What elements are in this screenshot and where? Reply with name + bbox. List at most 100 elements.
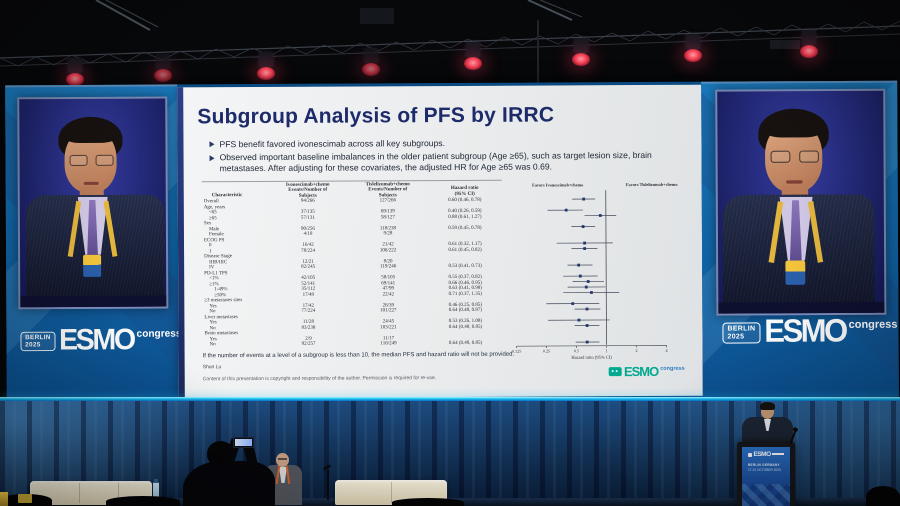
arm2-events: 58/127 xyxy=(380,214,395,220)
podium: ESMO BERLIN GERMANY 17-21 OCTOBER 2025 xyxy=(737,430,796,506)
svg-text:0.5: 0.5 xyxy=(574,348,579,353)
light-fixture-body xyxy=(156,54,170,69)
arm1-events: 92/257 xyxy=(301,341,316,347)
svg-text:2: 2 xyxy=(636,348,638,353)
screen-edge-light xyxy=(0,397,900,401)
hazard-ratio-text: 0.88 (0.61, 1.27) xyxy=(448,214,482,220)
stage-light-red xyxy=(152,54,174,82)
favors-right-label: Favors Tislelizumab+chemo xyxy=(626,182,678,187)
podium-front-panel: ESMO BERLIN GERMANY 17-21 OCTOBER 2025 xyxy=(742,447,790,506)
red-light-lens xyxy=(800,45,818,58)
glasses xyxy=(770,150,819,163)
berlin-2025-badge: BERLIN 2025 xyxy=(722,322,761,344)
stage-light-red xyxy=(570,38,592,66)
water-bottle xyxy=(153,479,159,499)
presenter-hair xyxy=(760,402,775,410)
esmo-wordmark: ESMO xyxy=(764,312,846,350)
slide-accent-bar xyxy=(177,87,185,399)
arm2-events: 9/28 xyxy=(383,231,393,237)
esmo-chip-icon xyxy=(748,453,752,457)
congress-label: congress xyxy=(848,318,898,331)
hazard-ratio-text: 0.60 (0.46, 0.78) xyxy=(448,197,482,204)
subgroup-table-and-forest: Characteristic Ivonescimab+chemo Events/… xyxy=(201,179,697,368)
table-header-row: Characteristic Ivonescimab+chemo Events/… xyxy=(202,181,502,200)
screen-right-panel: BERLIN 2025 ESMO congress xyxy=(701,80,899,398)
arm1-events: 77/224 xyxy=(301,308,316,314)
panelist-shirt xyxy=(279,467,287,483)
bullet-arrow-icon xyxy=(209,154,215,161)
berlin-2025-badge: BERLIN 2025 xyxy=(20,331,56,352)
congress-label: congress xyxy=(136,328,182,340)
esmo-congress-logo: BERLIN 2025 ESMO congress xyxy=(20,322,182,356)
ceiling-rig xyxy=(0,0,900,100)
light-fixture-body xyxy=(466,42,480,57)
phone-screen xyxy=(235,439,252,446)
presentation-slide: Subgroup Analysis of PFS by IRRC PFS ben… xyxy=(177,84,703,399)
arm2-events: 106/222 xyxy=(379,247,397,253)
svg-text:0.25: 0.25 xyxy=(543,348,550,353)
esmo-wordmark: ESMO xyxy=(623,363,659,380)
col-arm1: Ivonescimab+chemo Events/Number of Subje… xyxy=(285,182,330,199)
speaker-portrait xyxy=(19,98,168,310)
bullet-text: PFS benefit favored ivonescimab across a… xyxy=(219,138,445,150)
speaker-hair-fringe xyxy=(764,117,823,138)
red-light-lens xyxy=(572,53,590,66)
red-light-lens xyxy=(154,69,172,82)
audience-head-silhouette xyxy=(392,498,464,506)
copyright-line: Content of this presentation is copyrigh… xyxy=(202,375,437,383)
podium-dates: 17-21 OCTOBER 2025 xyxy=(748,468,781,472)
speaker-portrait xyxy=(715,89,881,316)
stage-light-red xyxy=(360,48,382,76)
light-fixture-body xyxy=(259,52,273,67)
screen-left-panel: BERLIN 2025 ESMO congress xyxy=(5,84,182,402)
glasses xyxy=(69,154,114,167)
author-name: Shun Lu xyxy=(202,364,222,371)
arm2-events: 116/249 xyxy=(380,341,397,347)
light-fixture-body xyxy=(364,48,378,63)
logo-bar xyxy=(772,453,785,455)
congress-label: congress xyxy=(660,365,685,372)
hazard-ratio-text xyxy=(428,231,502,237)
forest-axis-label: Hazard ratio (95% CI) xyxy=(571,355,612,360)
esmo-green-chip-icon xyxy=(608,367,622,377)
red-light-lens xyxy=(257,67,275,80)
podium-location: BERLIN GERMANY xyxy=(748,463,780,467)
slide-bullets: PFS benefit favored ivonescimab across a… xyxy=(209,137,683,177)
red-light-lens xyxy=(464,57,482,70)
hazard-ratio-text: 0.61 (0.45, 0.82) xyxy=(448,247,482,253)
speaker-video-feed-left xyxy=(17,96,169,310)
arm2-events: 22/42 xyxy=(382,291,394,297)
stage-edge-marker xyxy=(0,492,8,506)
podium-esmo-logo: ESMO xyxy=(748,451,790,458)
speaker-mouth xyxy=(83,181,99,185)
presenter-shirt xyxy=(764,419,771,431)
col-hazard-ratio: Hazard ratio (95% CI) xyxy=(450,186,479,197)
red-light-lens xyxy=(684,49,702,62)
arm1-events: 57/131 xyxy=(300,215,315,221)
arm1-events: 17/49 xyxy=(302,292,314,298)
glasses xyxy=(278,458,287,460)
stage-light-red xyxy=(255,52,277,80)
microphone-stand xyxy=(327,470,329,500)
arm1-events: 82/245 xyxy=(301,264,316,270)
speaker-mouth xyxy=(786,180,803,184)
red-light-lens xyxy=(362,63,380,76)
stage-light-red xyxy=(64,58,86,86)
forest-plot: Favors Ivonescimab+chemo Favors Tislelizu… xyxy=(512,182,678,360)
arm1-events: 94/266 xyxy=(300,198,315,204)
hazard-ratio-text: 0.71 (0.37, 1.35) xyxy=(448,291,482,297)
table-body: Overall 94/266 127/266 0.60 (0.46, 0.78) Age… xyxy=(202,198,503,348)
svg-text:0.125: 0.125 xyxy=(512,349,521,354)
arm2-events: 127/266 xyxy=(379,198,396,204)
subgroup-table: Characteristic Ivonescimab+chemo Events/… xyxy=(201,179,503,368)
hazard-ratio-text: 0.64 (0.48, 0.85) xyxy=(448,324,483,330)
bullet-text: Observed important baseline imbalances i… xyxy=(219,150,652,174)
stage-edge-marker xyxy=(18,494,32,503)
silhouette-body xyxy=(183,461,275,506)
arm1-events: 83/238 xyxy=(301,325,316,331)
esmo-slide-logo: ESMO congress xyxy=(608,363,685,380)
arm2-events: 119/246 xyxy=(380,264,397,270)
slide-bullet: PFS benefit favored ivonescimab across a… xyxy=(209,137,683,150)
arm2-events: 101/227 xyxy=(380,308,397,314)
